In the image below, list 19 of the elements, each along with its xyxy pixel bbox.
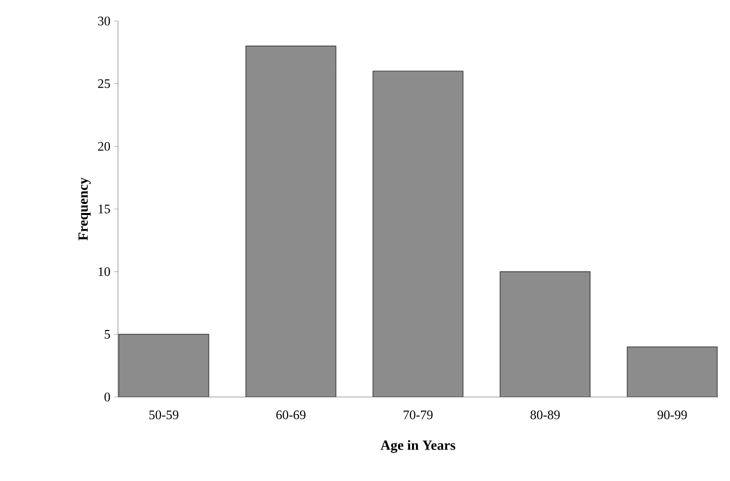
x-tick-label: 60-69: [276, 410, 306, 420]
bar: [626, 346, 718, 397]
y-tick-label: 20: [98, 142, 110, 151]
bar: [500, 271, 591, 397]
bar: [118, 334, 210, 397]
bar: [372, 70, 464, 397]
y-tick-label: 30: [98, 16, 110, 26]
y-tick-label: 10: [98, 267, 110, 276]
x-tick-label: 50-59: [149, 410, 178, 420]
y-axis-title: Frequency: [78, 177, 91, 240]
x-axis-title: Age in Years: [380, 440, 456, 453]
bar: [245, 46, 336, 397]
y-tick-label: 15: [98, 204, 110, 214]
y-tick-label: 25: [98, 79, 110, 88]
x-tick-label: 80-89: [530, 410, 560, 420]
x-tick-label: 70-79: [404, 410, 433, 420]
x-tick-label: 90-99: [658, 410, 687, 420]
y-tick-label: 0: [104, 392, 110, 402]
y-tick-label: 5: [104, 330, 110, 339]
